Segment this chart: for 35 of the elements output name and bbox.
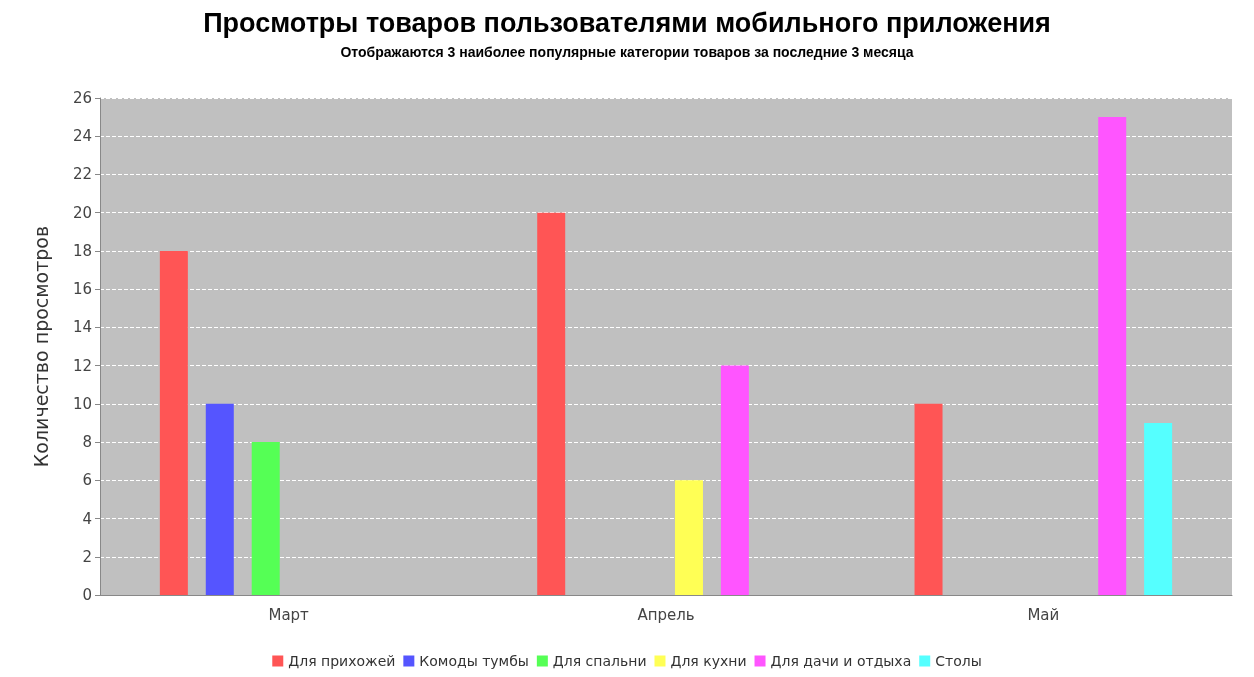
bar — [159, 250, 188, 595]
legend-label: Для спальни — [552, 653, 647, 669]
x-tick-label: Март — [268, 605, 310, 624]
bar — [1144, 422, 1173, 595]
y-tick-label: 14 — [72, 318, 92, 337]
y-tick-label: 26 — [72, 89, 92, 107]
y-tick-label: 6 — [82, 471, 92, 490]
y-tick-label: 16 — [72, 280, 92, 299]
y-tick-label: 8 — [82, 433, 92, 452]
y-tick-label: 22 — [72, 165, 92, 184]
bar — [720, 365, 749, 595]
x-tick-label: Апрель — [637, 605, 695, 624]
legend-label: Для прихожей — [288, 653, 396, 669]
x-tick-label: Май — [1027, 605, 1060, 624]
y-tick-label: 4 — [82, 509, 92, 528]
bar — [1098, 117, 1127, 595]
legend-label: Комоды тумбы — [419, 653, 529, 669]
chart-title: Просмотры товаров пользователями мобильного приложения — [203, 7, 1051, 38]
y-tick-label: 12 — [72, 356, 92, 375]
y-tick-label: 0 — [82, 586, 92, 604]
y-tick-label: 18 — [72, 241, 92, 260]
y-tick-label: 2 — [82, 547, 92, 566]
legend-label: Для кухни — [670, 653, 747, 669]
y-tick-label: 24 — [72, 127, 92, 146]
bar — [537, 212, 566, 595]
y-tick-label: 20 — [72, 203, 92, 222]
y-tick-label: 10 — [72, 394, 92, 413]
legend-label: Для дачи и отдыха — [770, 653, 912, 669]
bar — [914, 403, 943, 595]
chart-subtitle: Отображаются 3 наиболее популярные категории товаров за последние 3 месяца — [340, 44, 914, 60]
y-axis-title: Количество просмотров — [29, 225, 52, 468]
bar — [674, 480, 703, 595]
legend-label: Столы — [935, 653, 982, 669]
bar — [251, 442, 280, 595]
bar — [205, 403, 234, 595]
